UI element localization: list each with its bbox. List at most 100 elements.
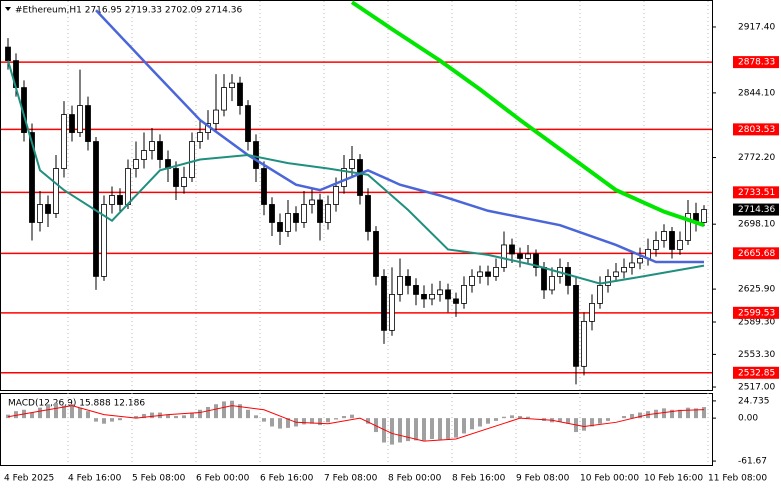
y-tick-label: 2772.20 [738, 153, 775, 163]
candle-body [5, 46, 11, 62]
macd-bar [46, 404, 50, 419]
macd-bar [54, 402, 58, 419]
macd-bar [382, 418, 386, 443]
macd-bar [182, 415, 186, 419]
macd-bar [326, 418, 330, 423]
macd-bar [286, 418, 290, 428]
candle-body [445, 289, 451, 300]
candle-body [85, 105, 91, 142]
candle-body [613, 271, 619, 277]
level-tag [733, 56, 779, 69]
y-tick-label: 2553.30 [738, 350, 775, 360]
macd-bar [150, 412, 154, 419]
macd-bar [86, 411, 90, 419]
menu-triangle [5, 7, 11, 11]
candle-body [141, 150, 147, 160]
candle-body [357, 159, 363, 196]
macd-bar [14, 411, 18, 419]
x-tick-label: 9 Feb 08:00 [516, 474, 570, 484]
y-tick-label: 2589.30 [738, 318, 775, 328]
macd-bar [190, 412, 194, 419]
candle-body [397, 276, 403, 295]
macd-panel-frame [0, 393, 713, 466]
candle-body [309, 199, 315, 205]
macd-bar [638, 412, 642, 419]
candle-body [45, 204, 51, 214]
x-tick-label: 4 Feb 2025 [4, 474, 54, 484]
macd-bar [38, 407, 42, 419]
level-tag [733, 186, 779, 199]
x-tick-label: 5 Feb 08:00 [132, 474, 186, 484]
macd-bar [630, 413, 634, 419]
candle-body [485, 271, 491, 277]
macd-bar [582, 418, 586, 431]
level-tag [733, 123, 779, 136]
macd-bar [414, 418, 418, 441]
macd-bar [222, 401, 226, 419]
macd-bar [430, 418, 434, 440]
candle-body [29, 132, 35, 223]
chart-title: #Ethereum,H1 2716.95 2719.33 2702.09 271… [15, 6, 242, 16]
macd-bar [678, 409, 682, 419]
macd-bar [486, 418, 490, 424]
candle-body [541, 267, 547, 291]
candle-body [133, 159, 139, 169]
candle-body [221, 87, 227, 111]
y-tick-label: 0.00 [738, 414, 758, 424]
candle-body [421, 294, 427, 300]
level-tag [733, 247, 779, 260]
candle-body [181, 177, 187, 187]
moving-average [350, 0, 705, 228]
candle-body [621, 267, 627, 273]
macd-bar [174, 416, 178, 419]
candle-body [469, 276, 475, 286]
x-tick-label: 8 Feb 00:00 [388, 474, 442, 484]
candle-body [301, 204, 307, 223]
x-tick-label: 6 Feb 00:00 [196, 474, 250, 484]
macd-bar [206, 406, 210, 419]
macd-bar [694, 408, 698, 419]
macd-bar [134, 416, 138, 419]
macd-bar [230, 400, 234, 419]
candle-body [149, 141, 155, 151]
candle-body [597, 285, 603, 304]
candle-body [341, 168, 347, 187]
candle-body [157, 141, 163, 160]
macd-bar [302, 418, 306, 425]
macd-bar [334, 418, 338, 420]
macd-bar [566, 418, 570, 424]
candle-body [501, 244, 507, 268]
candle-body [101, 204, 107, 277]
x-tick-label: 11 Feb 08:00 [708, 474, 767, 484]
candle-body [69, 114, 75, 133]
macd-bar [518, 416, 522, 419]
moving-average [95, 9, 704, 264]
level-label: 2665.68 [738, 249, 775, 259]
macd-bar [238, 404, 242, 419]
macd-bar [526, 416, 530, 419]
candle-body [373, 231, 379, 277]
y-tick-label: 2917.40 [738, 22, 775, 32]
macd-bar [278, 418, 282, 429]
candle-body [117, 195, 123, 205]
macd-bar [70, 404, 74, 419]
macd-bar [390, 418, 394, 445]
macd-bar [110, 418, 114, 422]
macd-bar [702, 407, 706, 419]
level-label: 2532.85 [738, 368, 775, 378]
x-tick-label: 10 Feb 00:00 [580, 474, 639, 484]
candle-body [285, 213, 291, 232]
candle-body [605, 276, 611, 286]
macd-bar [670, 409, 674, 419]
candle-body [61, 114, 67, 169]
level-label: 2803.53 [738, 125, 775, 135]
macd-bar [78, 407, 82, 419]
candle-body [349, 159, 355, 169]
macd-bar [462, 418, 466, 434]
macd-bar [398, 418, 402, 443]
candle-body [637, 258, 643, 264]
candle-body [669, 231, 675, 250]
candle-body [253, 141, 259, 169]
candle-body [261, 168, 267, 205]
x-tick-label: 6 Feb 16:00 [260, 474, 314, 484]
